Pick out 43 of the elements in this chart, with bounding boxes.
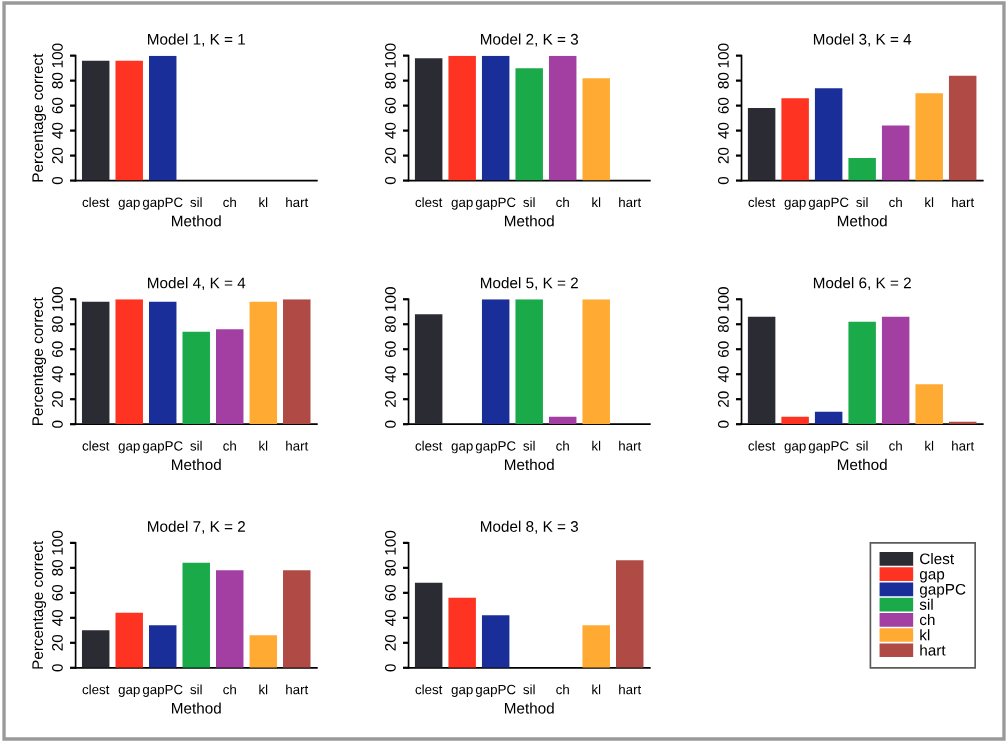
bar <box>481 55 510 181</box>
bar <box>548 55 577 181</box>
bar <box>848 321 876 425</box>
bar <box>582 78 610 181</box>
bar <box>747 108 776 181</box>
bar <box>283 570 311 668</box>
bar <box>448 597 476 668</box>
bar <box>548 416 577 425</box>
bar <box>781 416 809 425</box>
bar <box>182 562 210 668</box>
bar <box>515 68 543 181</box>
bar <box>915 384 943 425</box>
bar <box>615 560 644 668</box>
bar <box>747 316 776 425</box>
bar <box>481 299 510 425</box>
bar <box>781 98 809 181</box>
bar <box>814 88 843 181</box>
bar <box>115 612 143 668</box>
bar <box>481 615 510 668</box>
bar <box>283 299 311 425</box>
bar <box>582 625 610 668</box>
bar <box>148 625 177 668</box>
bar <box>249 635 277 668</box>
bar <box>448 55 476 181</box>
bar <box>582 299 610 425</box>
bar <box>848 158 876 181</box>
bar <box>182 331 210 425</box>
bar <box>148 301 177 425</box>
bar <box>249 301 277 425</box>
bar <box>881 125 910 181</box>
bar <box>414 58 443 181</box>
bar <box>115 299 143 425</box>
bar <box>915 93 943 181</box>
bar <box>515 299 543 425</box>
bar <box>81 630 110 668</box>
bar <box>948 75 977 181</box>
bar <box>881 316 910 425</box>
bar <box>81 301 110 425</box>
bar <box>216 570 244 668</box>
bar <box>414 314 443 425</box>
bar <box>414 582 443 668</box>
bar <box>216 329 244 425</box>
bar <box>814 411 843 425</box>
